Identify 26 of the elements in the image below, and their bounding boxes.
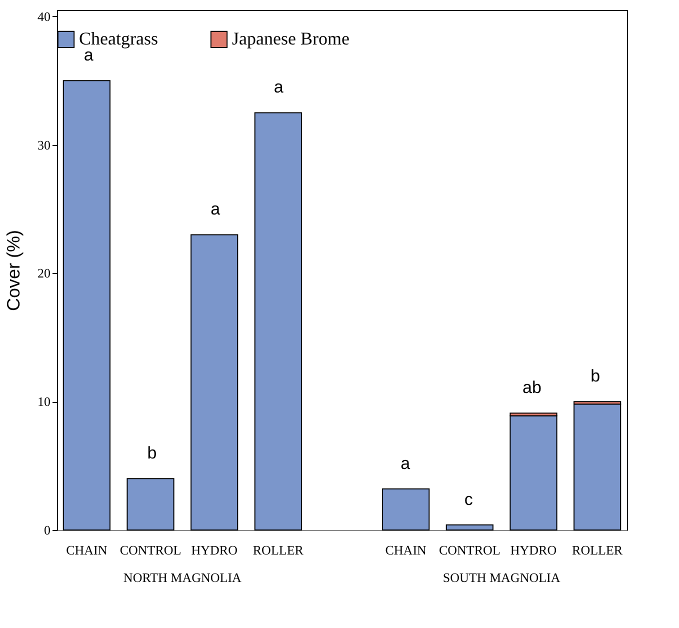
x-tick-label: ROLLER bbox=[252, 542, 304, 558]
annotation: a bbox=[84, 46, 94, 65]
legend-label: Cheatgrass bbox=[79, 28, 158, 48]
x-tick-label: HYDRO bbox=[510, 542, 557, 558]
annotation: c bbox=[464, 490, 474, 509]
y-tick-label: 0 bbox=[44, 522, 50, 538]
text: SOUTH MAGNOLIA bbox=[442, 570, 561, 585]
x-tick-label: HYDRO bbox=[191, 542, 238, 558]
annotation: a bbox=[210, 200, 221, 219]
annotation: b bbox=[147, 444, 157, 463]
annotation: ab bbox=[522, 378, 542, 398]
text: NORTH MAGNOLIA bbox=[123, 570, 242, 585]
y-tick-label: 40 bbox=[38, 8, 50, 24]
y-tick-label: 20 bbox=[38, 266, 50, 281]
x-tick-label: CHAIN bbox=[66, 542, 108, 558]
annotation: b bbox=[590, 366, 600, 386]
y-tick-label: 10 bbox=[38, 394, 50, 410]
annotation: a bbox=[400, 454, 411, 473]
x-tick-label: CONTROL bbox=[120, 542, 182, 558]
x-tick-label: ROLLER bbox=[572, 542, 623, 558]
x-tick-label: CHAIN bbox=[385, 542, 428, 558]
x-tick-label: CONTROL bbox=[438, 542, 500, 558]
y-axis-title: Cover (%) bbox=[4, 230, 24, 312]
legend-label: Japanese Brome bbox=[232, 28, 350, 48]
annotation: a bbox=[274, 78, 284, 97]
y-tick-label: 30 bbox=[38, 137, 50, 152]
